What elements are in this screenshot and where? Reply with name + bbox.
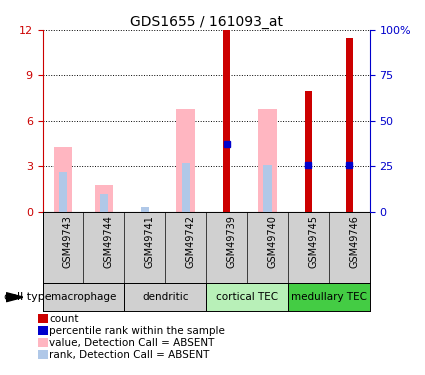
Bar (206, 283, 288, 311)
Bar (100, 194, 108, 212)
Text: GSM49740: GSM49740 (267, 215, 278, 268)
Bar (95, 184, 113, 212)
Text: GSM49746: GSM49746 (349, 215, 359, 268)
Bar (305, 91, 312, 212)
Bar (141, 207, 149, 212)
Bar (264, 165, 272, 212)
Text: count: count (49, 314, 78, 324)
Text: GSM49744: GSM49744 (104, 215, 114, 268)
Text: GSM49745: GSM49745 (309, 215, 318, 268)
Bar (288, 283, 370, 311)
Text: rank, Detection Call = ABSENT: rank, Detection Call = ABSENT (49, 350, 209, 360)
Bar (42, 283, 124, 311)
Bar (223, 30, 230, 212)
Text: GSM49739: GSM49739 (227, 215, 237, 268)
Text: cell type: cell type (4, 292, 52, 302)
Text: medullary TEC: medullary TEC (291, 292, 367, 302)
Text: GSM49742: GSM49742 (186, 215, 196, 268)
Text: GSM49743: GSM49743 (63, 215, 73, 268)
Text: cortical TEC: cortical TEC (216, 292, 278, 302)
Text: macrophage: macrophage (51, 292, 116, 302)
Text: GSM49741: GSM49741 (145, 215, 155, 268)
Bar (54, 147, 72, 212)
Bar (124, 283, 206, 311)
Bar (258, 109, 277, 212)
Text: value, Detection Call = ABSENT: value, Detection Call = ABSENT (49, 338, 214, 348)
Bar (59, 172, 67, 212)
Bar (181, 164, 190, 212)
Text: percentile rank within the sample: percentile rank within the sample (49, 326, 225, 336)
Text: dendritic: dendritic (142, 292, 188, 302)
Polygon shape (6, 292, 23, 302)
Bar (176, 109, 195, 212)
Title: GDS1655 / 161093_at: GDS1655 / 161093_at (130, 15, 283, 29)
Bar (346, 38, 353, 212)
